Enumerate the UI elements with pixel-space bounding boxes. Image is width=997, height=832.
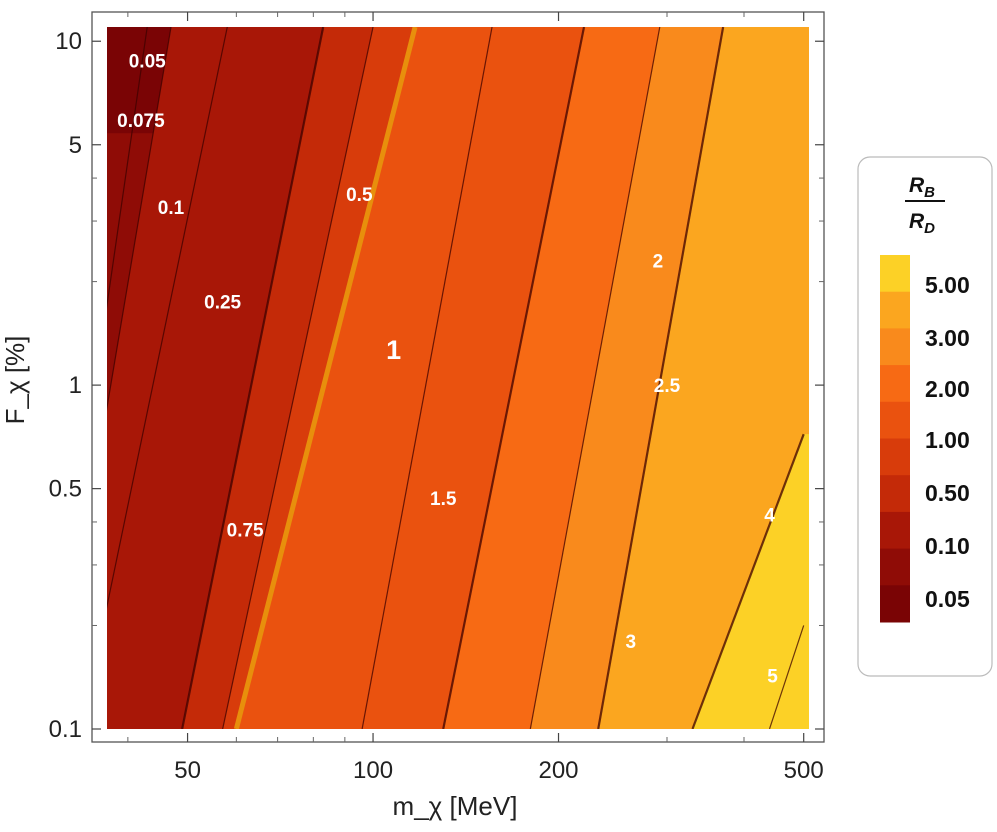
- contour-label: 1: [386, 335, 401, 365]
- contour-label: 1.5: [430, 489, 457, 510]
- contour-line: [361, 27, 493, 729]
- colorbar-label: 0.05: [925, 586, 970, 612]
- contour-line: [529, 27, 661, 729]
- contour-label: 0.05: [129, 51, 166, 72]
- contour-line: [691, 433, 805, 729]
- contour-regions: [107, 27, 809, 729]
- colorbar-swatch: [880, 365, 910, 403]
- contour-line: [233, 27, 418, 729]
- colorbar-label: 3.00: [925, 325, 970, 351]
- contour-label: 2.5: [654, 376, 681, 397]
- contour-line: [442, 27, 586, 729]
- contour-lines: [107, 27, 805, 729]
- axis-ticks: 50 100 200 500 0.1 0.5 1 5 10: [49, 12, 824, 784]
- colorbar-swatch: [880, 475, 910, 513]
- y-tick-label: 10: [55, 28, 82, 55]
- colorbar-swatch: [880, 255, 910, 293]
- contour-region: [598, 27, 809, 729]
- colorbar-swatch: [880, 438, 910, 476]
- y-tick-label: 5: [69, 132, 82, 159]
- colorbar-swatch: [880, 328, 910, 366]
- x-axis-title: m_χ [MeV]: [393, 791, 518, 821]
- colorbar-swatch: [880, 401, 910, 439]
- contour-label: 0.25: [204, 293, 241, 314]
- contour-label: 3: [625, 632, 636, 653]
- x-tick-label: 50: [174, 757, 201, 784]
- contour-line: [107, 27, 172, 412]
- contour-label: 0.75: [227, 521, 264, 542]
- contour-label: 5: [767, 667, 778, 688]
- colorbar-label: 5.00: [925, 272, 970, 298]
- legend-denominator: RD: [909, 210, 935, 237]
- colorbar-swatch: [880, 291, 910, 329]
- contour-line: [107, 27, 148, 310]
- colorbar-label: 0.50: [925, 480, 970, 506]
- colorbar-swatch: [880, 585, 910, 623]
- contour-line: [181, 27, 325, 729]
- colorbar: [880, 255, 910, 623]
- contour-label: 0.5: [346, 185, 373, 206]
- x-tick-label: 100: [353, 757, 393, 784]
- colorbar-label: 1.00: [925, 427, 970, 453]
- legend-numerator: RB: [909, 174, 935, 201]
- contour-line: [768, 625, 805, 729]
- contour-label: 2: [653, 252, 664, 273]
- colorbar-label: 2.00: [925, 376, 970, 402]
- colorbar-legend: RB RD 5.00 3.00 2.00 1.00 0.50 0.10 0.05: [857, 156, 993, 677]
- y-tick-label: 0.1: [49, 716, 82, 743]
- contour-label: 0.075: [117, 111, 165, 132]
- contour-line: [107, 27, 228, 609]
- contour-line: [597, 27, 725, 729]
- colorbar-swatch: [880, 511, 910, 550]
- x-tick-label: 500: [784, 757, 824, 784]
- colorbar-swatch: [880, 548, 910, 586]
- y-tick-label: 1: [69, 372, 82, 399]
- contour-label: 4: [764, 506, 775, 527]
- contour-labels: 0.05 0.075 0.1 0.25 0.5 0.75 1 1.5 2 2.5 3 4 5: [117, 51, 778, 687]
- x-tick-label: 200: [538, 757, 578, 784]
- contour-label: 0.1: [158, 198, 185, 219]
- colorbar-label: 0.10: [925, 533, 970, 559]
- y-tick-label: 0.5: [49, 476, 82, 503]
- y-axis-title: F_χ [%]: [0, 336, 30, 425]
- contour-line: [222, 27, 374, 729]
- plot-frame: [91, 11, 825, 743]
- colorbar-labels: 5.00 3.00 2.00 1.00 0.50 0.10 0.05: [925, 272, 970, 612]
- contour-region: [692, 434, 809, 729]
